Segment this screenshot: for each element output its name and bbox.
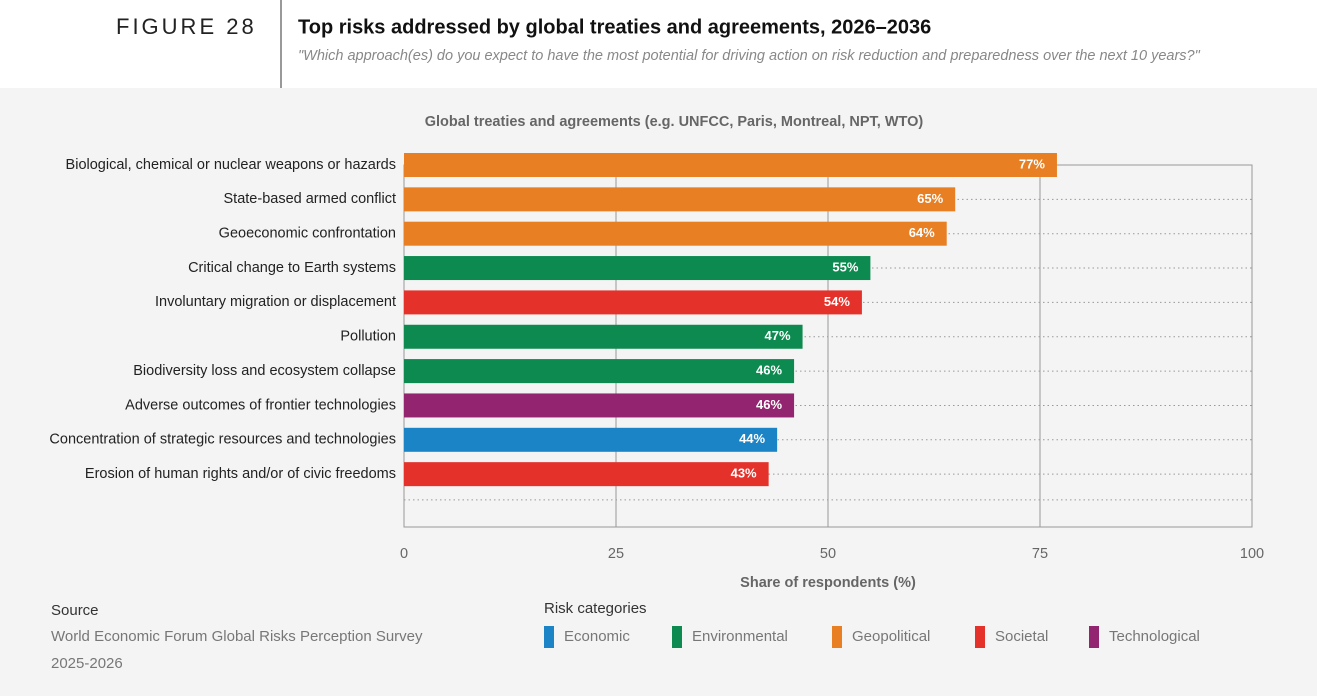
y-tick-label: Erosion of human rights and/or of civic … bbox=[85, 466, 396, 482]
background bbox=[0, 88, 1317, 696]
bar bbox=[404, 187, 956, 212]
x-tick-label: 75 bbox=[1032, 546, 1048, 562]
y-tick-label: Geoeconomic confrontation bbox=[219, 226, 396, 242]
title: Top risks addressed by global treaties a… bbox=[298, 16, 931, 38]
source-text: World Economic Forum Global Risks Percep… bbox=[51, 628, 423, 645]
chart-subtitle: Global treaties and agreements (e.g. UNF… bbox=[425, 114, 924, 130]
legend-swatch bbox=[1089, 626, 1099, 648]
y-tick-label: State-based armed conflict bbox=[224, 191, 396, 207]
legend-label: Economic bbox=[564, 628, 630, 645]
bar bbox=[404, 256, 871, 281]
bar bbox=[404, 290, 862, 315]
source-text: 2025-2026 bbox=[51, 655, 123, 672]
bar bbox=[404, 221, 947, 246]
legend-label: Environmental bbox=[692, 628, 788, 645]
value-label: 65% bbox=[917, 191, 943, 206]
y-tick-label: Pollution bbox=[340, 329, 396, 345]
legend-swatch bbox=[832, 626, 842, 648]
legend-label: Geopolitical bbox=[852, 628, 930, 645]
bar bbox=[404, 462, 769, 487]
x-tick-label: 0 bbox=[400, 546, 408, 562]
bar bbox=[404, 324, 803, 349]
source-label: Source bbox=[51, 602, 99, 619]
legend-swatch bbox=[544, 626, 554, 648]
value-label: 46% bbox=[756, 363, 782, 378]
value-label: 77% bbox=[1019, 156, 1045, 171]
x-tick-label: 50 bbox=[820, 546, 836, 562]
y-tick-label: Biodiversity loss and ecosystem collapse bbox=[133, 363, 396, 379]
value-label: 55% bbox=[832, 259, 858, 274]
legend-title: Risk categories bbox=[544, 600, 647, 617]
legend-swatch bbox=[975, 626, 985, 648]
bar bbox=[404, 359, 795, 384]
value-label: 64% bbox=[909, 225, 935, 240]
value-label: 44% bbox=[739, 431, 765, 446]
y-tick-label: Adverse outcomes of frontier technologie… bbox=[125, 397, 396, 413]
y-tick-label: Involuntary migration or displacement bbox=[155, 294, 396, 310]
figure-label: FIGURE 28 bbox=[116, 14, 257, 39]
bar bbox=[404, 427, 778, 452]
value-label: 47% bbox=[765, 328, 791, 343]
x-tick-label: 100 bbox=[1240, 546, 1264, 562]
bar bbox=[404, 393, 795, 418]
y-tick-label: Concentration of strategic resources and… bbox=[49, 432, 396, 448]
y-tick-label: Critical change to Earth systems bbox=[188, 260, 396, 276]
bar bbox=[404, 153, 1057, 177]
value-label: 46% bbox=[756, 397, 782, 412]
y-tick-label: Biological, chemical or nuclear weapons … bbox=[66, 157, 396, 173]
legend-swatch bbox=[672, 626, 682, 648]
x-tick-label: 25 bbox=[608, 546, 624, 562]
value-label: 43% bbox=[731, 466, 757, 481]
subtitle: "Which approach(es) do you expect to hav… bbox=[298, 48, 1201, 64]
legend-label: Technological bbox=[1109, 628, 1200, 645]
value-label: 54% bbox=[824, 294, 850, 309]
legend-label: Societal bbox=[995, 628, 1048, 645]
x-axis-label: Share of respondents (%) bbox=[740, 575, 916, 591]
